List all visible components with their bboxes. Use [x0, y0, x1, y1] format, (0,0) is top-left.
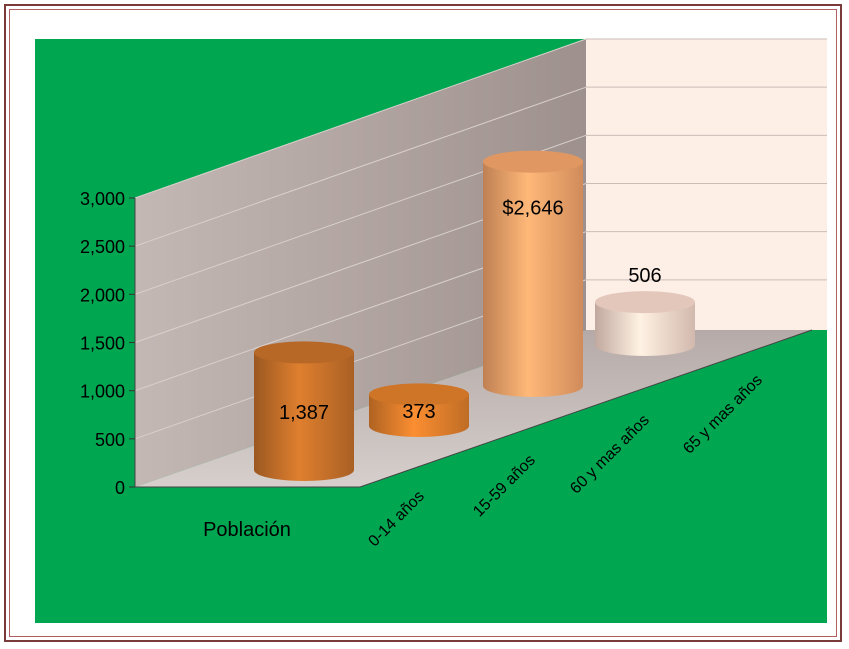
page-border-inner [9, 9, 837, 637]
bar-top [595, 291, 695, 314]
x-label-poblacion: Población [203, 519, 291, 541]
y-tick-label: 1,000 [80, 382, 125, 402]
y-tick-label: 0 [115, 478, 125, 498]
data-label: 1,387 [279, 402, 329, 424]
y-tick-label: 1,500 [80, 334, 125, 354]
data-label: 373 [402, 401, 435, 423]
data-label: 506 [628, 265, 661, 287]
bar-body [369, 394, 469, 437]
bar-top [369, 383, 469, 406]
page-border [4, 4, 842, 642]
bar-top [254, 341, 354, 364]
bar-body [483, 161, 583, 397]
bar-top [483, 150, 583, 173]
bar-body [254, 352, 354, 481]
y-tick-label: 2,500 [80, 237, 125, 257]
y-tick-label: 500 [95, 430, 125, 450]
right-wall [586, 39, 827, 330]
y-tick-label: 3,000 [80, 189, 125, 209]
bar-cylinder [595, 291, 695, 356]
gridline-back [134, 86, 587, 247]
bar-cylinder [369, 383, 469, 437]
x-axis-line-depth [359, 329, 813, 488]
bar-cylinder [483, 150, 583, 397]
bar-body [595, 302, 695, 356]
data-label: $2,646 [502, 198, 563, 220]
bars: 1,387 373 $2,646 506 [254, 150, 695, 481]
y-tick-label: 2,000 [80, 285, 125, 305]
y-axis-ticks: 0 500 1,000 1,500 2,000 2,500 3,000 [80, 189, 813, 498]
bar-cylinder [254, 341, 354, 481]
gridline-back [134, 38, 587, 199]
